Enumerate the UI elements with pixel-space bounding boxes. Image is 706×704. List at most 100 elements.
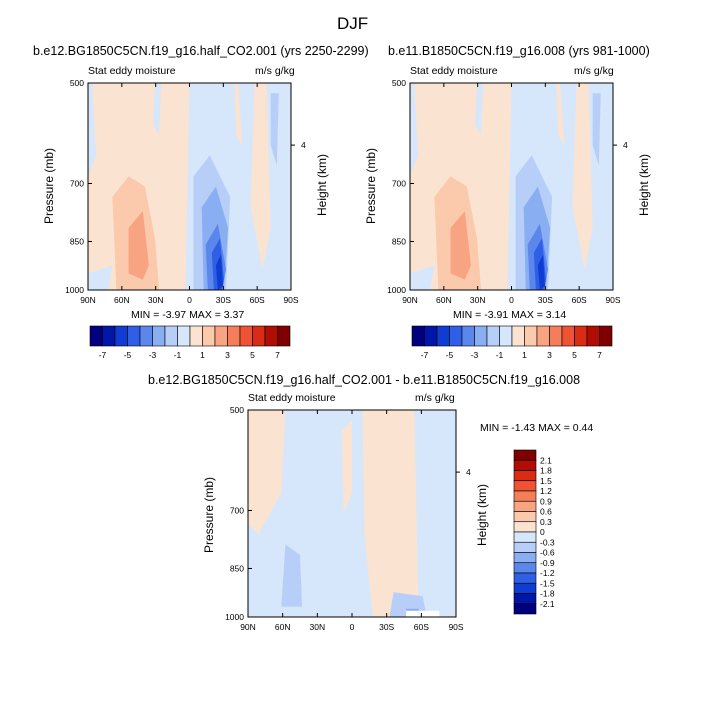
contour-region: [128, 211, 149, 280]
panel-2-min-max-text: MIN = -3.91 MAX = 3.14: [453, 309, 567, 321]
x-tick-label: 30S: [379, 622, 394, 632]
colorbar-label: -5: [124, 350, 132, 360]
y-tick-label: 1000: [225, 612, 244, 622]
panel-3-units-label: m/s g/kg: [415, 392, 455, 404]
colorbar-label: -7: [421, 350, 429, 360]
y-tick-label: 850: [230, 563, 244, 573]
y-tick-label: 700: [70, 178, 84, 188]
contour-region: [250, 83, 271, 270]
colorbar-label: 1: [200, 350, 205, 360]
x-tick-label: 60S: [250, 295, 265, 305]
colorbar-cell: [202, 325, 216, 347]
colorbar-cell: [252, 325, 266, 347]
plot-area: [247, 409, 460, 618]
y-tick-label: 700: [230, 505, 244, 515]
panel-3-variable-label: Stat eddy moisture: [248, 392, 336, 404]
x-tick-label: 30N: [148, 295, 164, 305]
panel-1-min-max-text: MIN = -3.97 MAX = 3.37: [131, 309, 245, 321]
y-tick-label: 1000: [65, 285, 84, 295]
contour-region: [281, 544, 303, 607]
colorbar-label: -5: [446, 350, 454, 360]
x-tick-label: 30S: [216, 295, 231, 305]
colorbar-cell: [513, 531, 537, 543]
contour-region: [572, 83, 593, 270]
y-tick-label: 700: [392, 178, 406, 188]
contour-region: [414, 410, 446, 617]
x-tick-label: 60N: [275, 622, 291, 632]
contour-region: [410, 83, 419, 177]
colorbar-label: -2.1: [540, 599, 555, 609]
contour-region: [450, 211, 471, 280]
panel-2-title: b.e11.B1850C5CN.f19_g16.008 (yrs 981-100…: [388, 44, 650, 58]
page-title: DJF: [337, 14, 369, 33]
plot-area: [87, 82, 295, 291]
colorbar-label: 0.3: [540, 517, 552, 527]
colorbar-cell: [513, 490, 537, 502]
contour-region: [537, 254, 545, 290]
x-tick-label: 90S: [605, 295, 620, 305]
height-tick-label: 4: [301, 140, 306, 150]
colorbar-cell: [513, 470, 537, 482]
x-tick-label: 60N: [114, 295, 130, 305]
colorbar-label: 3: [547, 350, 552, 360]
colorbar-cell: [513, 603, 537, 615]
x-tick-label: 90S: [283, 295, 298, 305]
contour-region: [215, 254, 223, 290]
y-tick-label: 500: [392, 78, 406, 88]
colorbar-cell: [513, 480, 537, 492]
contour-region: [248, 410, 286, 535]
x-tick-label: 60S: [572, 295, 587, 305]
x-tick-label: 90N: [402, 295, 418, 305]
contour-region: [234, 83, 243, 146]
height-tick-label: 4: [466, 467, 471, 477]
colorbar-label: 5: [572, 350, 577, 360]
contour-region: [293, 410, 352, 617]
colorbar-cell: [513, 511, 537, 523]
colorbar-label: 0.6: [540, 507, 552, 517]
colorbar-cell: [411, 325, 425, 347]
panel-1-units-label: m/s g/kg: [255, 65, 295, 77]
colorbar-cell: [549, 325, 563, 347]
colorbar-label: -1.5: [540, 578, 555, 588]
y-tick-label: 500: [70, 78, 84, 88]
colorbar-label: 3: [225, 350, 230, 360]
colorbar-label: -1: [496, 350, 504, 360]
colorbar-cell: [127, 325, 141, 347]
panel-2-units-label: m/s g/kg: [574, 65, 614, 77]
x-tick-label: 60S: [414, 622, 429, 632]
colorbar-label: -1.2: [540, 568, 555, 578]
contour-region: [88, 83, 97, 177]
x-tick-label: 90N: [80, 295, 96, 305]
contour-region: [410, 265, 435, 290]
colorbar-cell: [424, 325, 438, 347]
colorbar-cell: [513, 541, 537, 553]
colorbar-cell: [89, 325, 103, 347]
contour-region: [475, 83, 484, 135]
contour-region: [362, 410, 419, 617]
panel-1-title: b.e12.BG1850C5CN.f19_g16.half_CO2.001 (y…: [33, 44, 369, 58]
colorbar-cell: [513, 572, 537, 584]
x-tick-label: 30N: [470, 295, 486, 305]
colorbar-cell: [177, 325, 191, 347]
panel-3-min-max-text: MIN = -1.43 MAX = 0.44: [480, 422, 594, 434]
colorbar-cell: [561, 325, 575, 347]
contour-region: [270, 93, 279, 166]
colorbar-cell: [513, 500, 537, 512]
x-tick-label: 0: [509, 295, 514, 305]
colorbar-cell: [574, 325, 588, 347]
contour-region: [556, 83, 565, 146]
colorbar-label: 0.9: [540, 496, 552, 506]
contour-region: [88, 265, 113, 290]
colorbar-label: 7: [597, 350, 602, 360]
colorbar-cell: [513, 459, 537, 471]
colorbar-cell: [102, 325, 116, 347]
colorbar-cell: [513, 562, 537, 574]
panel-3-title: b.e12.BG1850C5CN.f19_g16.half_CO2.001 - …: [148, 373, 581, 387]
colorbar-cell: [461, 325, 475, 347]
panel-1-variable-label: Stat eddy moisture: [88, 65, 176, 77]
colorbar-cell: [513, 593, 537, 605]
colorbar-cell: [264, 325, 278, 347]
colorbar-cell: [114, 325, 128, 347]
colorbar-cell: [449, 325, 463, 347]
colorbar-cell: [511, 325, 525, 347]
